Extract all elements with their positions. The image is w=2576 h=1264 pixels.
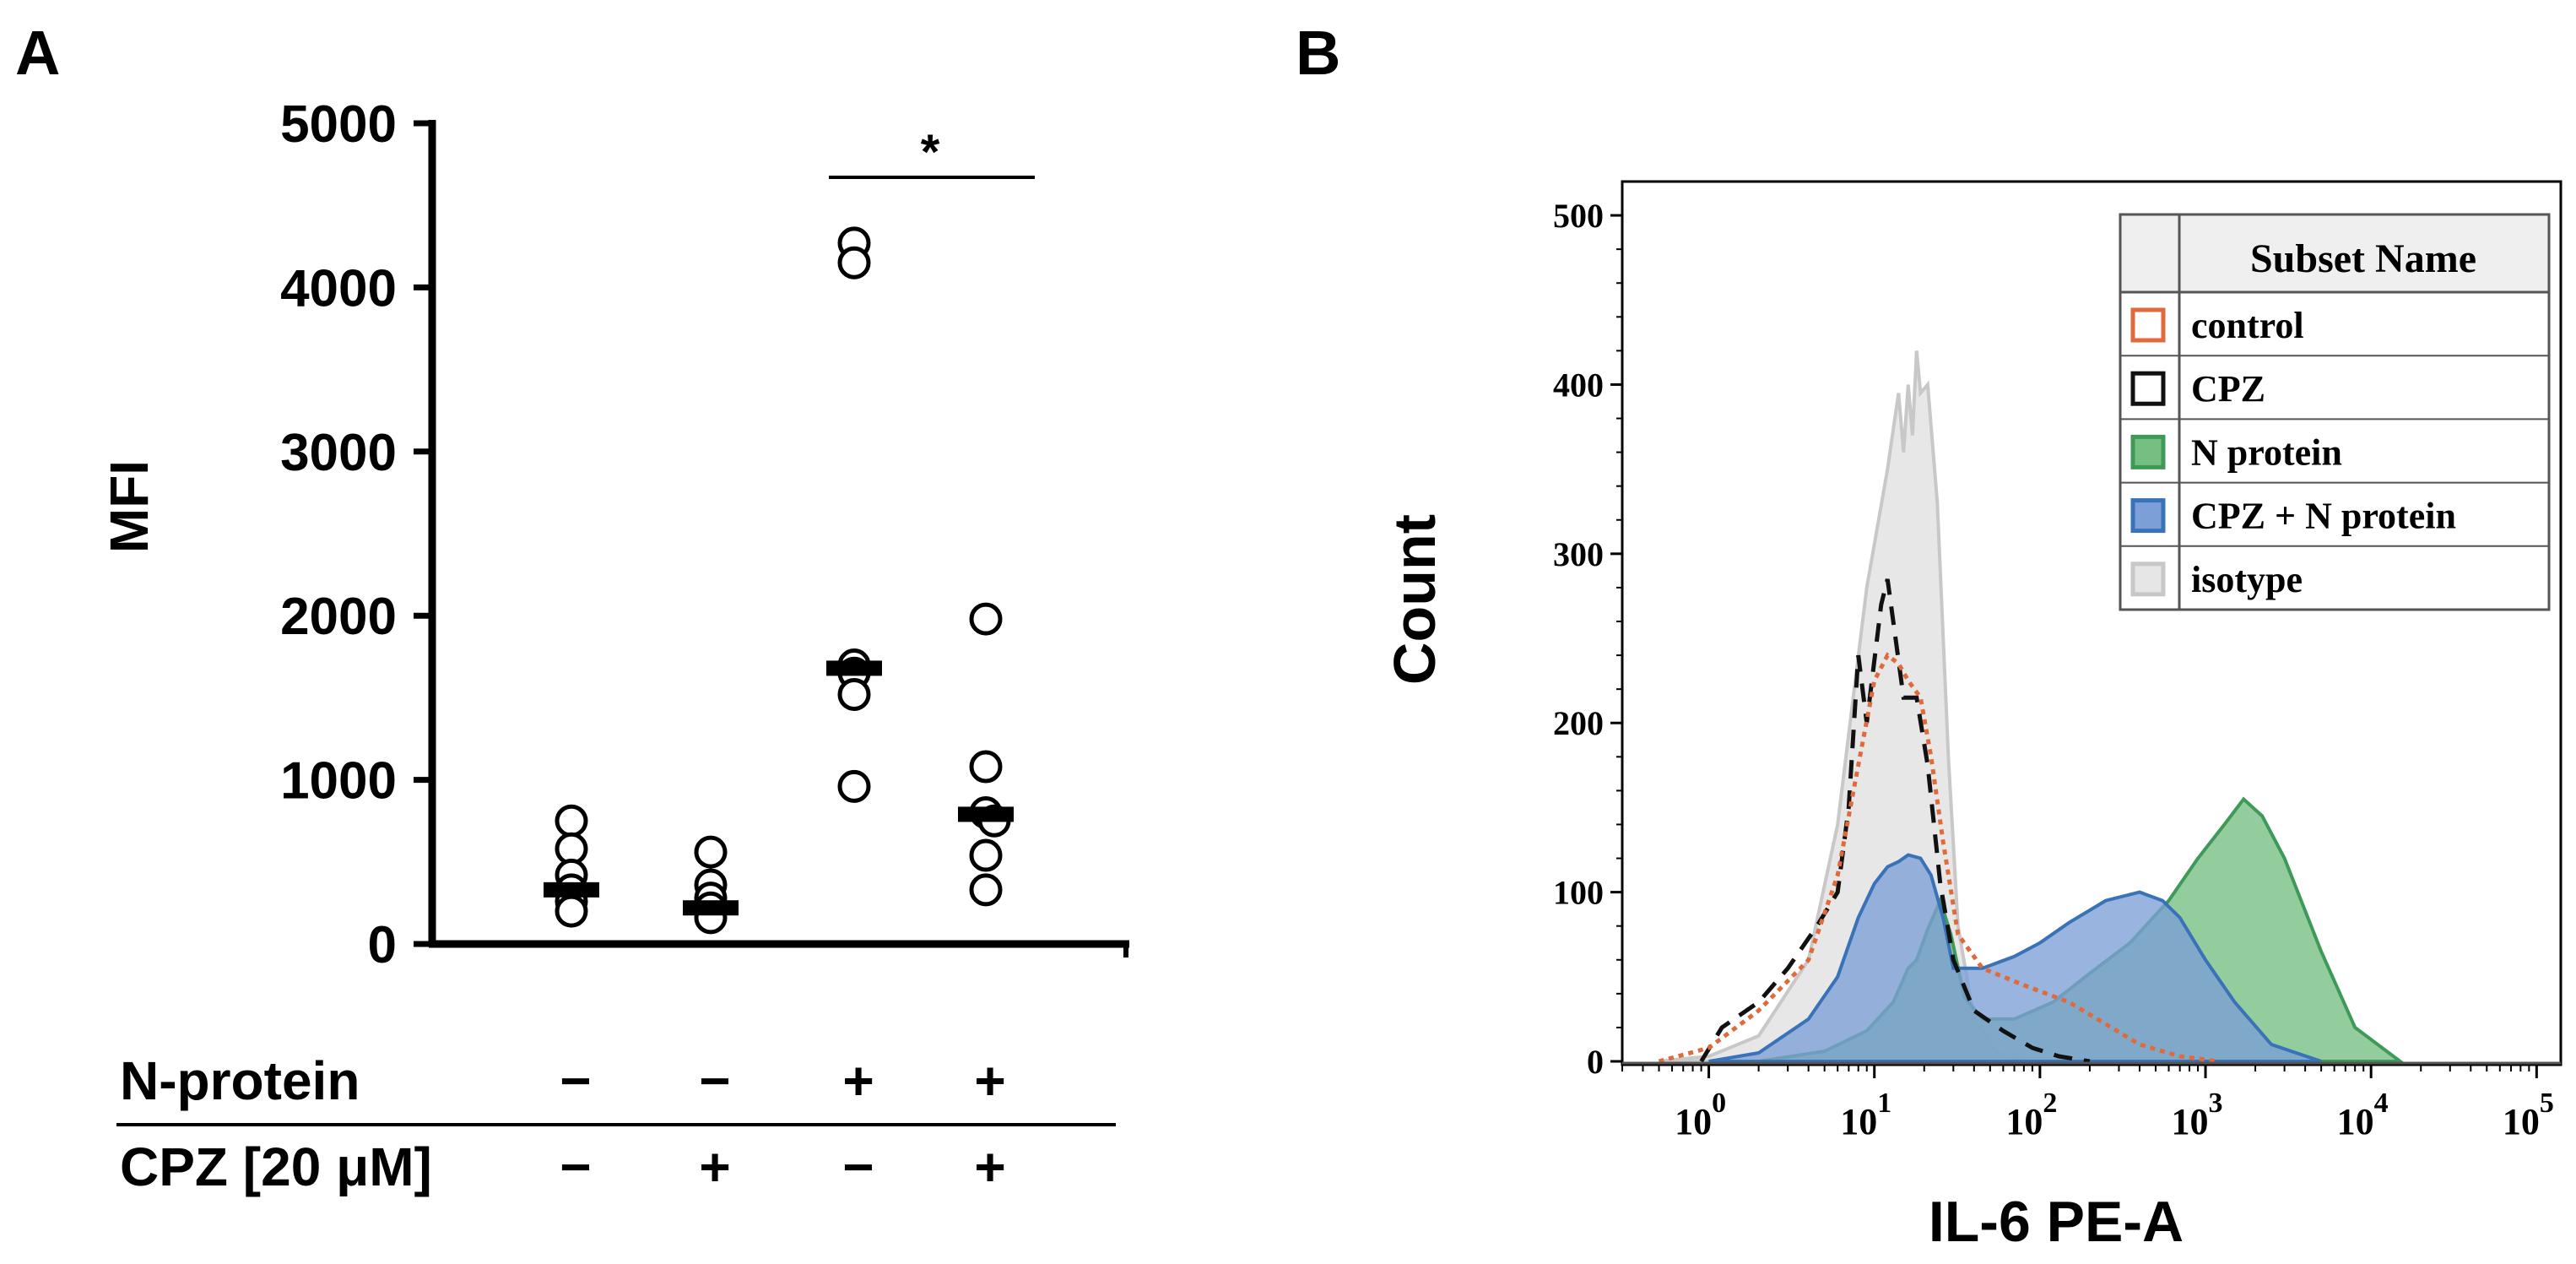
legend-entry-label: CPZ [2191, 368, 2265, 410]
a-y-tick-label: 5000 [280, 95, 397, 154]
b-x-tick-base: 10 [1675, 1101, 1712, 1142]
legend-entry-label: isotype [2191, 559, 2303, 600]
a-data-point [969, 602, 1003, 636]
b-x-tick-exp: 4 [2374, 1088, 2389, 1119]
panel-a-scatter: 0 1000 2000 3000 4000 5000 MFI * N-protein CP… [99, 95, 1129, 1197]
b-x-tick-base: 10 [2337, 1101, 2374, 1142]
b-y-tick-label: 400 [1553, 366, 1604, 404]
b-x-tick-exp: 3 [2209, 1088, 2223, 1119]
condition-sign: − [842, 1137, 874, 1197]
b-x-tick-label: 103 [2172, 1088, 2223, 1142]
b-x-tick-base: 10 [2005, 1101, 2043, 1142]
significance-star: * [921, 125, 940, 180]
b-x-tick-exp: 2 [2043, 1088, 2057, 1119]
condition-table: N-protein CPZ [20 μM] − − + + − + − + [116, 1050, 1116, 1197]
legend-header: Subset Name [2250, 236, 2476, 281]
legend-header-bg [2119, 213, 2551, 294]
a-y-ticks: 0 1000 2000 3000 4000 5000 [280, 95, 432, 974]
b-x-tick-exp: 5 [2540, 1088, 2554, 1119]
a-data-groups [544, 226, 1014, 935]
a-median-bar [544, 882, 599, 898]
b-plot-frame [1621, 180, 2562, 1066]
b-x-tick-base: 10 [1840, 1101, 1877, 1142]
a-y-tick-label: 2000 [280, 588, 397, 646]
a-median-bar [826, 660, 882, 676]
b-y-tick-label: 200 [1553, 704, 1604, 742]
a-data-point [837, 246, 871, 279]
b-x-tick-label: 105 [2503, 1088, 2554, 1142]
b-x-tick-base: 10 [2503, 1101, 2540, 1142]
a-data-point [555, 894, 588, 928]
b-y-axis-title: Count [1382, 514, 1448, 685]
panel-label-b: B [1296, 18, 1340, 88]
b-x-tick-exp: 1 [1877, 1088, 1891, 1119]
condition-sign: − [699, 1050, 730, 1111]
a-median-bar [683, 900, 739, 916]
series-isotype [1659, 350, 2025, 1063]
b-x-tick-exp: 0 [1712, 1088, 1726, 1119]
a-group-4 [958, 602, 1014, 907]
b-x-tick-label: 102 [2005, 1088, 2057, 1142]
a-y-tick-label: 3000 [280, 424, 397, 482]
condition-sign: + [699, 1137, 730, 1197]
condition-sign: + [842, 1050, 874, 1111]
a-data-point [694, 835, 728, 869]
condition-sign: − [560, 1137, 591, 1197]
b-x-tick-label: 101 [1840, 1088, 1891, 1142]
b-y-ticks: 0 100 200 300 400 500 [1553, 197, 1622, 1081]
a-data-point [555, 804, 588, 838]
a-median-bar [958, 806, 1014, 822]
b-y-tick-label: 500 [1553, 197, 1604, 235]
b-histogram-series [1622, 350, 2561, 1065]
a-group-2 [683, 835, 739, 935]
row-label-cpz: CPZ [20 μM] [120, 1137, 432, 1197]
legend-swatch [2130, 307, 2166, 343]
condition-sign: − [560, 1050, 591, 1111]
b-legend: Subset Name control CPZ N protein CPZ + N p… [2119, 213, 2551, 611]
legend-entry-label: control [2191, 305, 2304, 346]
legend-entry-label: CPZ + N protein [2191, 496, 2456, 537]
a-data-point [969, 750, 1003, 784]
legend-swatch [2130, 434, 2166, 469]
b-x-tick-label: 100 [1675, 1088, 1726, 1142]
panel-label-a: A [15, 18, 60, 88]
a-y-tick-label: 4000 [280, 259, 397, 317]
condition-sign: + [974, 1137, 1005, 1197]
b-y-tick-label: 100 [1553, 874, 1604, 912]
b-x-tick-label: 104 [2337, 1088, 2389, 1142]
b-x-tick-base: 10 [2172, 1101, 2209, 1142]
b-y-tick-label: 300 [1553, 535, 1604, 573]
b-y-tick-label: 0 [1587, 1043, 1604, 1081]
legend-entry-label: N protein [2191, 431, 2342, 473]
b-x-axis-title: IL-6 PE-A [1929, 1190, 2184, 1254]
series-control [1658, 652, 2219, 1064]
row-label-n-protein: N-protein [120, 1050, 360, 1111]
legend-swatch [2130, 498, 2166, 534]
a-group-1 [544, 804, 599, 928]
a-y-tick-label: 1000 [280, 752, 397, 811]
a-data-point [969, 873, 1003, 907]
b-x-ticks: 100 101 102 103 104 105 [1621, 1065, 2554, 1142]
a-data-point [969, 838, 1003, 872]
legend-swatch [2130, 561, 2166, 597]
a-y-axis-title: MFI [99, 460, 160, 553]
a-data-point [837, 678, 871, 712]
series-cpz [1699, 578, 2091, 1064]
a-data-point [837, 769, 871, 803]
condition-sign: + [974, 1050, 1005, 1111]
a-y-tick-label: 0 [368, 916, 397, 974]
series-cpz-n-protein [1708, 853, 2322, 1063]
a-group-3 [826, 226, 882, 803]
legend-swatch [2130, 371, 2166, 406]
